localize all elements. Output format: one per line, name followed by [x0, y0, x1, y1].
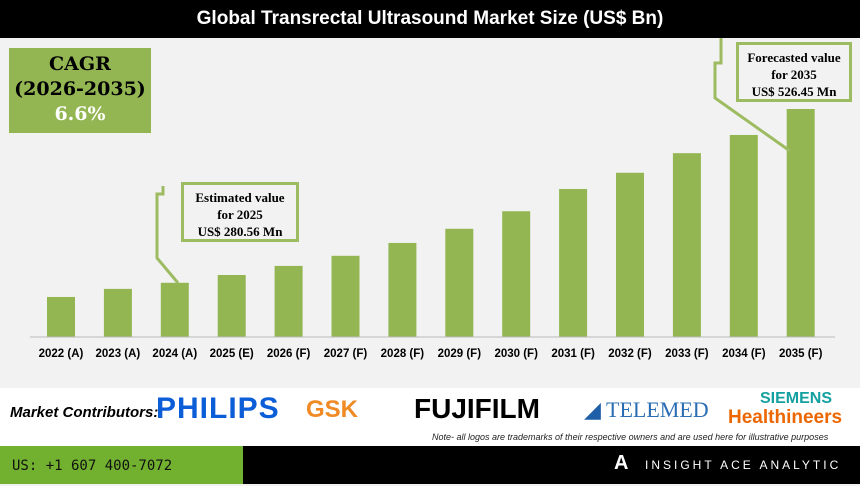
bar-2022 (A) — [47, 296, 75, 337]
x-tick-label: 2029 (F) — [438, 348, 482, 360]
footer-bar: US: +1 607 400-7072 A INSIGHT ACE ANALYT… — [0, 446, 860, 484]
healthineers-logo: Healthineers — [728, 407, 843, 428]
callout-line: for 2035 — [771, 67, 817, 82]
callout-connector-2025 — [155, 186, 180, 284]
cagr-value: 6.6% — [54, 103, 106, 125]
brand-name: INSIGHT ACE ANALYTIC — [645, 458, 842, 472]
fujifilm-logo: FUJIFILM — [414, 393, 540, 424]
bar-2025 (E) — [217, 274, 246, 337]
bar-2027 (F) — [331, 255, 360, 337]
bar-2035 (F) — [786, 109, 815, 337]
callout-2025: Estimated value for 2025 US$ 280.56 Mn — [181, 182, 299, 242]
x-tick-label: 2035 (F) — [779, 348, 823, 360]
x-tick-label: 2028 (F) — [381, 348, 425, 360]
x-tick-label: 2022 (A) — [39, 348, 84, 360]
x-tick-label: 2026 (F) — [267, 348, 311, 360]
logo-note: Note- all logos are trademarks of their … — [432, 432, 829, 442]
x-tick-label: 2024 (A) — [152, 348, 197, 360]
callout-line: for 2025 — [217, 207, 263, 222]
philips-logo: PHILIPS — [156, 392, 280, 425]
telemed-logo: ◢ TELEMED — [584, 397, 709, 422]
bar-2031 (F) — [559, 188, 588, 337]
cagr-period: (2026-2035) — [14, 78, 146, 100]
brand-logo-icon: A — [614, 452, 629, 474]
x-tick-label: 2033 (F) — [665, 348, 709, 360]
callout-line: Estimated value — [195, 190, 285, 205]
callout-line: Forecasted value — [747, 50, 841, 65]
bar-2028 (F) — [388, 242, 417, 337]
bar-2029 (F) — [445, 228, 474, 337]
bar-2034 (F) — [729, 134, 758, 337]
callout-connector-2035 — [713, 38, 791, 153]
bar-2026 (F) — [274, 265, 303, 337]
cagr-label: CAGR — [49, 53, 111, 75]
callout-2035: Forecasted value for 2035 US$ 526.45 Mn — [736, 42, 852, 102]
bar-2023 (A) — [103, 288, 132, 337]
x-tick-label: 2023 (A) — [96, 348, 141, 360]
contributors-label: Market Contributors: — [10, 404, 159, 421]
bar-2033 (F) — [672, 153, 701, 337]
callout-line: US$ 526.45 Mn — [751, 84, 837, 99]
bar-2032 (F) — [616, 172, 644, 337]
x-tick-label: 2027 (F) — [324, 348, 368, 360]
siemens-logo: SIEMENS — [760, 390, 833, 407]
x-tick-label: 2031 (F) — [551, 348, 595, 360]
phone-number: US: +1 607 400-7072 — [0, 446, 243, 484]
bar-2030 (F) — [502, 211, 531, 337]
callout-line: US$ 280.56 Mn — [197, 224, 283, 239]
bar-2024 (A) — [160, 282, 189, 337]
x-tick-label: 2030 (F) — [494, 348, 538, 360]
x-tick-label: 2032 (F) — [608, 348, 652, 360]
contributors-strip: Market Contributors: PHILIPS GSK FUJIFIL… — [0, 388, 860, 446]
cagr-box: CAGR (2026-2035) 6.6% — [9, 48, 151, 133]
x-tick-label: 2034 (F) — [722, 348, 766, 360]
bar-chart: 2022 (A) 2023 (A) 2024 (A) 2025 (E) 2026 (F)… — [30, 38, 835, 360]
chart-title: Global Transrectal Ultrasound Market Siz… — [0, 0, 860, 38]
x-tick-label: 2025 (E) — [210, 348, 254, 360]
gsk-logo: GSK — [306, 396, 359, 423]
